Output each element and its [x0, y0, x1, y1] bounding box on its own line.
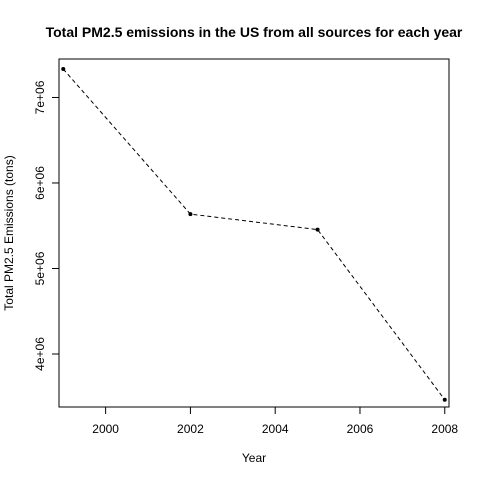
data-point	[315, 227, 320, 232]
data-point	[442, 397, 447, 402]
plot-frame	[58, 58, 450, 408]
data-point	[61, 67, 66, 72]
x-tick-label: 2000	[92, 422, 119, 436]
series-line	[62, 68, 446, 401]
y-axis-label: Total PM2.5 Emissions (tons)	[2, 155, 16, 310]
y-axis: 4e+06 5e+06 6e+06 7e+06	[33, 80, 59, 371]
x-tick-label: 2002	[177, 422, 204, 436]
x-tick-label: 2008	[431, 422, 458, 436]
chart-title: Total PM2.5 emissions in the US from all…	[46, 24, 463, 40]
x-axis-label: Year	[242, 451, 266, 465]
x-axis: 2000 2002 2004 2006 2008	[92, 407, 458, 436]
y-tick-label: 6e+06	[33, 166, 47, 200]
data-point	[188, 212, 193, 217]
series-layer	[61, 67, 447, 402]
y-tick-label: 7e+06	[33, 80, 47, 114]
y-tick-label: 5e+06	[33, 251, 47, 285]
y-tick-label: 4e+06	[33, 337, 47, 371]
x-tick-label: 2004	[262, 422, 289, 436]
x-tick-label: 2006	[347, 422, 374, 436]
